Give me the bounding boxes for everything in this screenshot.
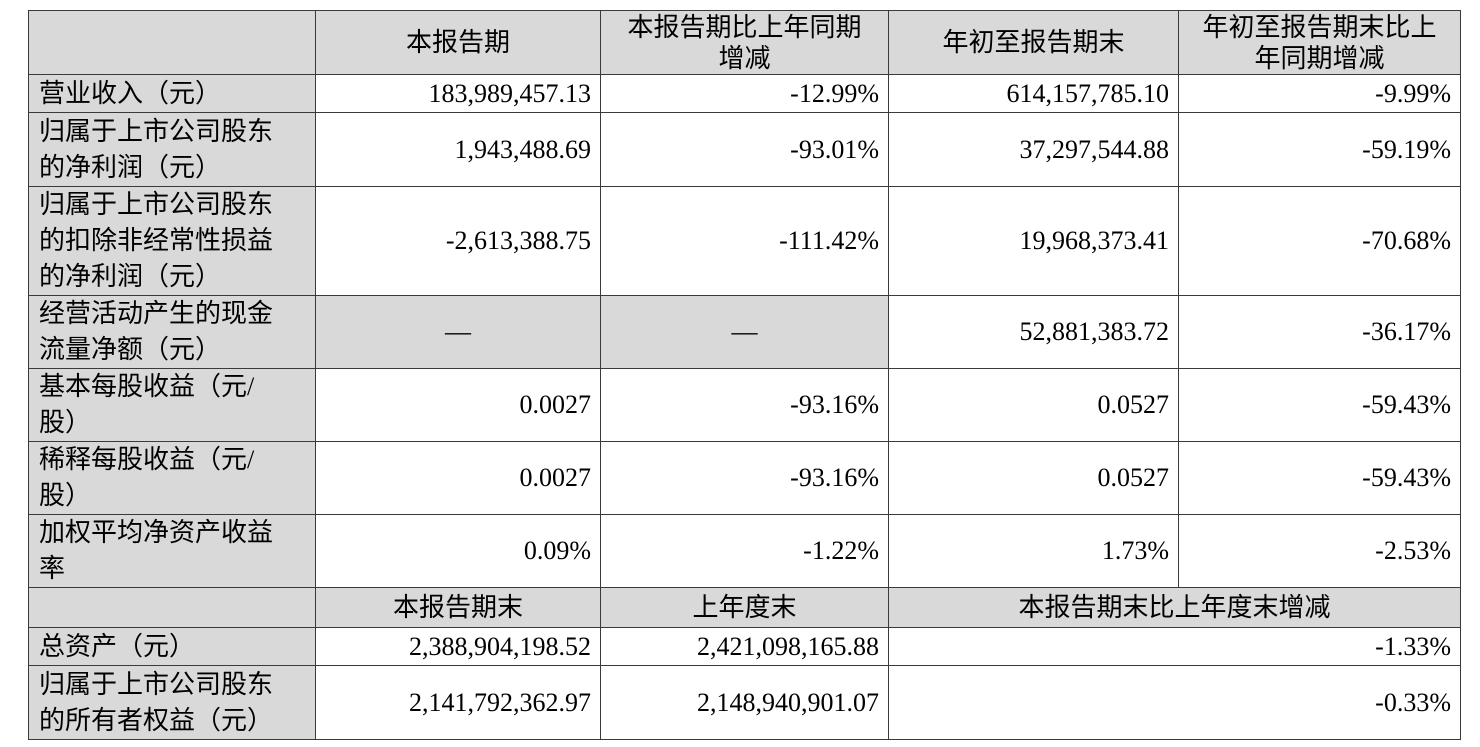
- cell-value: 37,297,544.88: [888, 112, 1179, 187]
- cell-value: -36.17%: [1178, 295, 1461, 369]
- col-header-ytd-yoy: 年初至报告期末比上 年同期增减: [1178, 10, 1461, 75]
- row-label-weighted-avg-roe: 加权平均净资产收益 率: [28, 514, 316, 588]
- cell-value: 0.0027: [315, 441, 601, 515]
- table-row: 稀释每股收益（元/ 股） 0.0027 -93.16% 0.0527 -59.4…: [28, 441, 1461, 515]
- cell-value: -2,613,388.75: [315, 186, 601, 296]
- cell-value: 2,141,792,362.97: [315, 665, 601, 740]
- col-header-ytd: 年初至报告期末: [888, 10, 1179, 75]
- cell-value: 0.09%: [315, 514, 601, 588]
- row-label-basic-eps: 基本每股收益（元/ 股）: [28, 368, 316, 442]
- corner-cell: [28, 10, 316, 75]
- col-header-period-end: 本报告期末: [315, 587, 601, 628]
- cell-value: -70.68%: [1178, 186, 1461, 296]
- cell-value: -2.53%: [1178, 514, 1461, 588]
- cell-value: 614,157,785.10: [888, 74, 1179, 113]
- cell-value: -93.16%: [600, 441, 889, 515]
- col-header-periodend-vs-yearend: 本报告期末比上年度末增减: [888, 587, 1461, 628]
- cell-value: -9.99%: [1178, 74, 1461, 113]
- cell-value: -111.42%: [600, 186, 889, 296]
- cell-value: -59.19%: [1178, 112, 1461, 187]
- row-label-operating-cashflow: 经营活动产生的现金 流量净额（元）: [28, 295, 316, 369]
- table-row: 加权平均净资产收益 率 0.09% -1.22% 1.73% -2.53%: [28, 514, 1461, 588]
- cell-value: 19,968,373.41: [888, 186, 1179, 296]
- cell-value: -93.01%: [600, 112, 889, 187]
- col-header-current-period-yoy: 本报告期比上年同期 增减: [600, 10, 889, 75]
- header-row-yearend: 本报告期末 上年度末 本报告期末比上年度末增减: [28, 587, 1461, 628]
- dash-cell: —: [600, 295, 889, 369]
- table-row: 归属于上市公司股东 的所有者权益（元） 2,141,792,362.97 2,1…: [28, 665, 1461, 740]
- cell-value: 183,989,457.13: [315, 74, 601, 113]
- row-label-net-profit-excl-nonrecurring: 归属于上市公司股东 的扣除非经常性损益 的净利润（元）: [28, 186, 316, 296]
- cell-value: -0.33%: [888, 665, 1461, 740]
- cell-value: -1.22%: [600, 514, 889, 588]
- cell-value: -93.16%: [600, 368, 889, 442]
- row-label-diluted-eps: 稀释每股收益（元/ 股）: [28, 441, 316, 515]
- cell-value: 2,148,940,901.07: [600, 665, 889, 740]
- cell-value: 52,881,383.72: [888, 295, 1179, 369]
- cell-value: -59.43%: [1178, 368, 1461, 442]
- corner-cell: [28, 587, 316, 628]
- cell-value: -1.33%: [888, 627, 1461, 666]
- table-row: 经营活动产生的现金 流量净额（元） — — 52,881,383.72 -36.…: [28, 295, 1461, 369]
- col-header-prior-yearend: 上年度末: [600, 587, 889, 628]
- col-header-current-period: 本报告期: [315, 10, 601, 75]
- row-label-revenue: 营业收入（元）: [28, 74, 316, 113]
- cell-value: 2,421,098,165.88: [600, 627, 889, 666]
- cell-value: -59.43%: [1178, 441, 1461, 515]
- table-row: 基本每股收益（元/ 股） 0.0027 -93.16% 0.0527 -59.4…: [28, 368, 1461, 442]
- cell-value: 0.0527: [888, 368, 1179, 442]
- table-row: 归属于上市公司股东 的扣除非经常性损益 的净利润（元） -2,613,388.7…: [28, 186, 1461, 296]
- table-row: 归属于上市公司股东 的净利润（元） 1,943,488.69 -93.01% 3…: [28, 112, 1461, 187]
- cell-value: 1,943,488.69: [315, 112, 601, 187]
- cell-value: 0.0527: [888, 441, 1179, 515]
- cell-value: 2,388,904,198.52: [315, 627, 601, 666]
- header-row-period: 本报告期 本报告期比上年同期 增减 年初至报告期末 年初至报告期末比上 年同期增…: [28, 10, 1461, 75]
- row-label-net-profit: 归属于上市公司股东 的净利润（元）: [28, 112, 316, 187]
- table-row: 营业收入（元） 183,989,457.13 -12.99% 614,157,7…: [28, 74, 1461, 113]
- cell-value: 1.73%: [888, 514, 1179, 588]
- key-financials-table: 本报告期 本报告期比上年同期 增减 年初至报告期末 年初至报告期末比上 年同期增…: [28, 10, 1461, 740]
- row-label-total-assets: 总资产（元）: [28, 627, 316, 666]
- cell-value: 0.0027: [315, 368, 601, 442]
- row-label-equity: 归属于上市公司股东 的所有者权益（元）: [28, 665, 316, 740]
- table-row: 总资产（元） 2,388,904,198.52 2,421,098,165.88…: [28, 627, 1461, 666]
- cell-value: -12.99%: [600, 74, 889, 113]
- dash-cell: —: [315, 295, 601, 369]
